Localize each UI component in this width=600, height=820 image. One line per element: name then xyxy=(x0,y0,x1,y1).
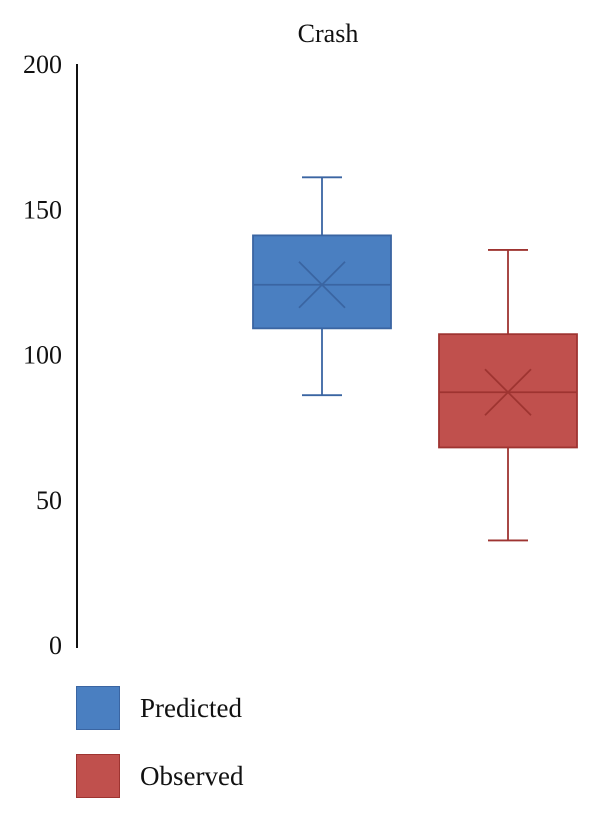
mean-marker-observed-b xyxy=(484,368,532,416)
legend: Predicted Observed xyxy=(76,684,243,820)
y-tick-label-0: 0 xyxy=(49,631,62,660)
box-observed xyxy=(438,249,578,542)
y-tick-label-100: 100 xyxy=(23,341,62,370)
box-series-group xyxy=(252,176,578,542)
legend-label-predicted: Predicted xyxy=(140,692,242,723)
legend-item-predicted: Predicted xyxy=(76,684,243,732)
y-tick-label-150: 150 xyxy=(23,195,62,224)
chart-title: Crash xyxy=(298,19,359,48)
y-tick-label-200: 200 xyxy=(23,50,62,79)
legend-item-observed: Observed xyxy=(76,752,243,800)
mean-marker-predicted-b xyxy=(298,261,346,309)
iqr-box-observed xyxy=(438,333,578,449)
legend-swatch-observed xyxy=(76,754,120,798)
box-predicted xyxy=(252,176,392,397)
y-tick-label-50: 50 xyxy=(36,486,62,515)
iqr-box-predicted xyxy=(252,234,392,330)
box-plot-chart: Crash 0 50 100 150 200 xyxy=(23,19,578,660)
legend-label-observed: Observed xyxy=(140,760,244,791)
legend-swatch-predicted xyxy=(76,686,120,730)
y-axis-tick-labels: 0 50 100 150 200 xyxy=(23,50,62,660)
